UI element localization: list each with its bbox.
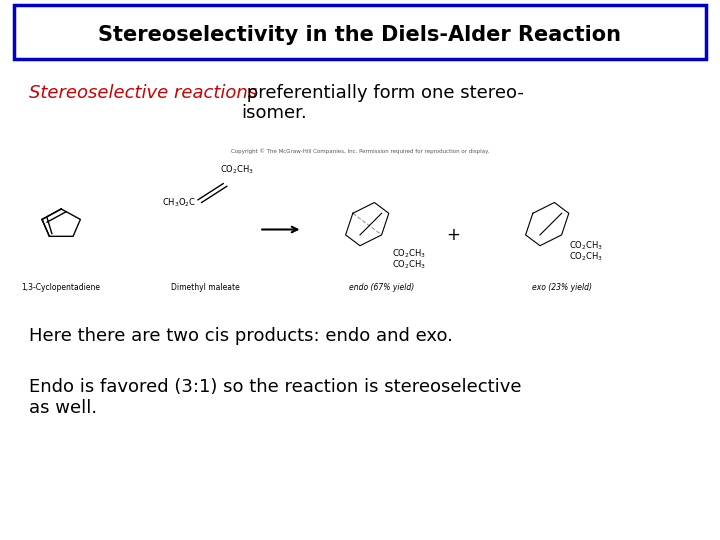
Text: CO$_2$CH$_3$: CO$_2$CH$_3$ <box>569 239 603 252</box>
Text: Stereoselectivity in the Diels-Alder Reaction: Stereoselectivity in the Diels-Alder Rea… <box>99 25 621 45</box>
Text: exo (23% yield): exo (23% yield) <box>531 284 592 293</box>
Text: +: + <box>446 226 461 244</box>
Text: CO$_2$CH$_3$: CO$_2$CH$_3$ <box>569 250 603 263</box>
Text: Dimethyl maleate: Dimethyl maleate <box>171 284 240 293</box>
Text: CO$_2$CH$_3$: CO$_2$CH$_3$ <box>392 258 426 271</box>
Text: Copyright © The McGraw-Hill Companies, Inc. Permission required for reproduction: Copyright © The McGraw-Hill Companies, I… <box>231 148 489 154</box>
Text: 1,3-Cyclopentadiene: 1,3-Cyclopentadiene <box>22 284 101 293</box>
Text: CO$_2$CH$_3$: CO$_2$CH$_3$ <box>392 247 426 260</box>
Text: Here there are two cis products: endo and exo.: Here there are two cis products: endo an… <box>29 327 453 345</box>
FancyBboxPatch shape <box>29 140 698 302</box>
Text: CO$_2$CH$_3$: CO$_2$CH$_3$ <box>220 164 253 177</box>
Text: CH$_3$O$_2$C: CH$_3$O$_2$C <box>162 196 197 209</box>
Text: Endo is favored (3:1) so the reaction is stereoselective
as well.: Endo is favored (3:1) so the reaction is… <box>29 378 521 417</box>
Text: endo (67% yield): endo (67% yield) <box>349 284 414 293</box>
FancyBboxPatch shape <box>14 5 706 59</box>
Text: preferentially form one stereo-
isomer.: preferentially form one stereo- isomer. <box>241 84 524 123</box>
Text: Stereoselective reactions: Stereoselective reactions <box>29 84 257 102</box>
